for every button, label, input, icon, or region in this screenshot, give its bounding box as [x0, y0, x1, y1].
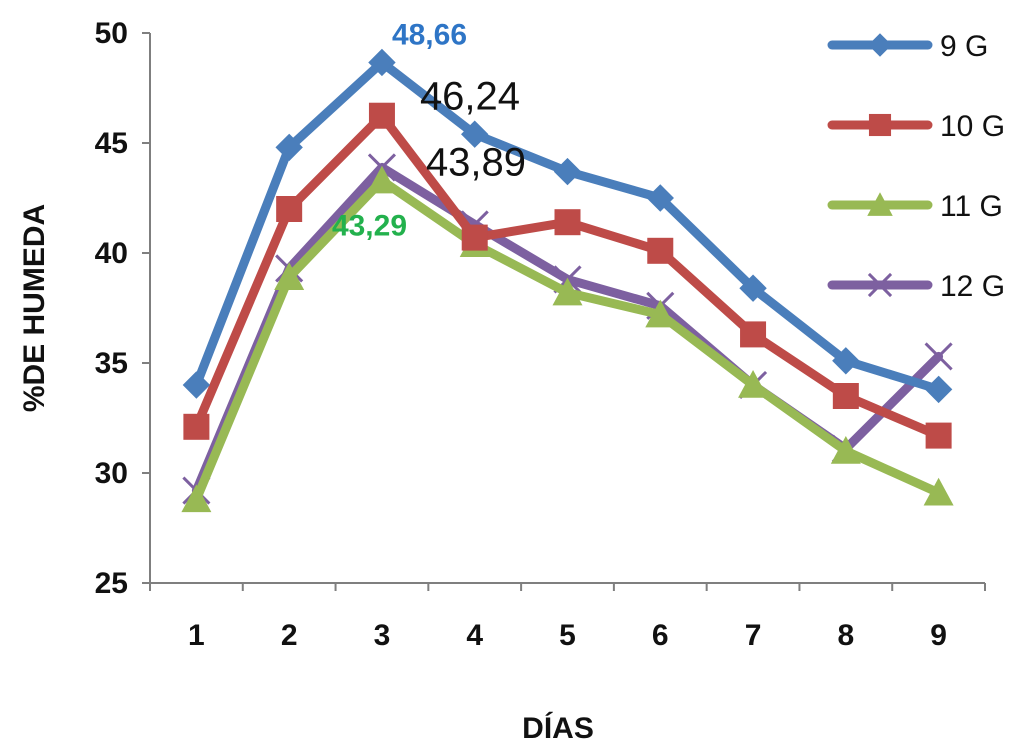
legend-item: 9 G: [827, 30, 988, 63]
legend-item: 10 G: [827, 110, 1005, 143]
legend: 9 G 10 G 11 G 12 G: [827, 30, 1005, 303]
annotations: 48,66 46,24 43,89 43,29: [332, 18, 526, 242]
x-tick-label: 2: [281, 619, 298, 652]
x-marker-stroke: [924, 342, 953, 371]
diamond-marker: [461, 120, 489, 148]
series-10g: [183, 102, 952, 449]
legend-label: 9 G: [940, 30, 988, 63]
square-marker: [368, 102, 395, 129]
square-marker: [647, 237, 674, 264]
y-tick-label: 35: [95, 347, 128, 380]
series-9g: [182, 48, 953, 404]
x-tick-label: 1: [188, 619, 205, 652]
x-tick-label: 7: [745, 619, 762, 652]
legend-label: 11 G: [940, 190, 1003, 223]
data-label: 48,66: [392, 18, 467, 51]
y-tick-label: 30: [95, 457, 128, 490]
data-label: 43,29: [332, 210, 407, 243]
triangle-marker: [274, 262, 305, 290]
legend-label: 10 G: [940, 110, 1005, 143]
y-tick-label: 40: [95, 237, 128, 270]
diamond-marker: [868, 33, 892, 57]
x-tick-label: 5: [559, 619, 576, 652]
y-tick-label: 45: [95, 127, 128, 160]
triangle-marker: [366, 165, 397, 194]
diamond-marker: [553, 157, 582, 186]
y-axis-title: %DE HUMEDA: [18, 204, 51, 412]
square-marker: [554, 209, 581, 236]
data-label: 46,24: [420, 75, 520, 119]
square-marker: [868, 113, 892, 137]
data-label: 43,89: [426, 140, 526, 184]
diamond-marker: [368, 48, 396, 77]
y-tick-label: 25: [95, 567, 128, 600]
x-tick-label: 9: [930, 619, 947, 652]
diamond-marker: [739, 274, 767, 302]
square-marker: [276, 196, 303, 222]
legend-item: 12 G: [827, 270, 1005, 303]
triangle-marker: [181, 484, 212, 513]
diamond-marker: [646, 184, 674, 212]
x-tick-label: 4: [466, 619, 483, 652]
triangle-marker: [738, 370, 769, 398]
triangle-marker: [552, 277, 583, 306]
square-marker: [183, 413, 210, 440]
y-tick-label: 50: [95, 17, 128, 50]
x-marker: [867, 272, 893, 298]
x-axis-title: DÍAS: [522, 711, 594, 745]
x-tick-label: 6: [652, 619, 669, 652]
diamond-marker: [182, 371, 211, 399]
triangle-marker: [645, 299, 676, 328]
square-marker: [740, 321, 767, 348]
series-layer: [181, 48, 954, 513]
triangle-marker: [923, 477, 954, 506]
legend-item: 11 G: [827, 190, 1003, 223]
x-marker-stroke: [867, 272, 893, 298]
diamond-marker: [924, 375, 953, 404]
diamond-marker: [275, 133, 303, 162]
square-marker: [461, 224, 488, 251]
triangle-marker: [830, 436, 861, 464]
square-marker: [925, 422, 952, 449]
square-marker: [832, 383, 859, 409]
x-tick-label: 8: [837, 619, 854, 652]
x-tick-label: 3: [374, 619, 391, 652]
legend-label: 12 G: [940, 270, 1005, 303]
triangle-marker: [867, 192, 893, 216]
x-marker: [924, 342, 953, 371]
diamond-marker: [832, 347, 860, 375]
